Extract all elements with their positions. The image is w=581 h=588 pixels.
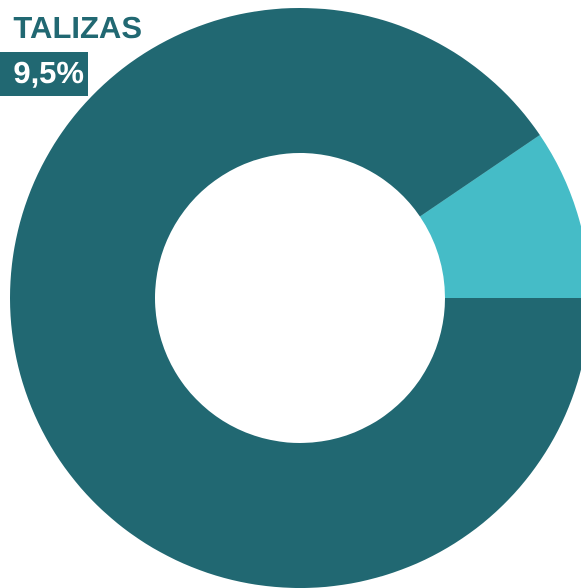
slice (10, 8, 581, 588)
slices (10, 8, 581, 588)
slice (419, 134, 581, 298)
value-label-box (0, 52, 88, 96)
value-label: 9,5% (13, 55, 84, 90)
slice-label: TALIZAS (13, 10, 142, 45)
